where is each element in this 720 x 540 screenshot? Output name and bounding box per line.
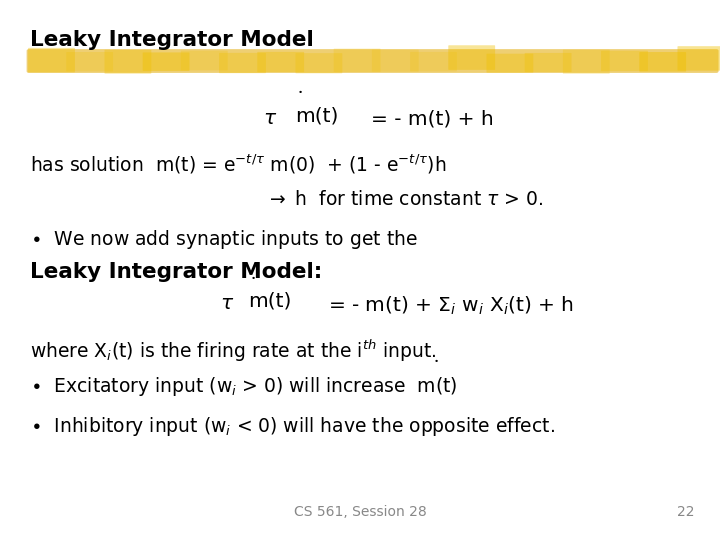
FancyBboxPatch shape [678,46,720,71]
Text: $\bullet$  Excitatory input (w$_i$ > 0) will increase  m(t): $\bullet$ Excitatory input (w$_i$ > 0) w… [30,375,458,399]
Text: m(t): m(t) [295,106,338,125]
Text: $\rightarrow$ h  for time constant $\tau$ > 0.: $\rightarrow$ h for time constant $\tau$… [266,190,544,209]
FancyBboxPatch shape [563,50,610,74]
FancyBboxPatch shape [372,50,419,72]
Text: $\bullet$: $\bullet$ [250,272,256,281]
FancyBboxPatch shape [181,51,228,70]
FancyBboxPatch shape [257,52,304,72]
Text: $\bullet$  We now add synaptic inputs to get the: $\bullet$ We now add synaptic inputs to … [30,228,418,251]
FancyBboxPatch shape [143,52,189,71]
Text: CS 561, Session 28: CS 561, Session 28 [294,505,426,519]
FancyBboxPatch shape [487,53,534,73]
FancyBboxPatch shape [66,52,113,71]
Text: Leaky Integrator Model:: Leaky Integrator Model: [30,262,323,282]
Text: 22: 22 [678,505,695,519]
FancyBboxPatch shape [410,52,457,71]
Text: $\tau$: $\tau$ [220,294,234,313]
FancyBboxPatch shape [525,53,572,72]
FancyBboxPatch shape [601,51,648,71]
FancyBboxPatch shape [449,45,495,70]
Text: $\bullet$: $\bullet$ [297,86,302,96]
FancyBboxPatch shape [27,49,719,73]
Text: $\bullet$: $\bullet$ [433,355,439,364]
FancyBboxPatch shape [104,50,151,74]
FancyBboxPatch shape [219,53,266,73]
FancyBboxPatch shape [28,48,75,72]
FancyBboxPatch shape [333,49,380,72]
Text: = - m(t) + $\Sigma_{i}$ w$_{i}$ X$_{i}$(t) + h: = - m(t) + $\Sigma_{i}$ w$_{i}$ X$_{i}$(… [328,294,573,316]
Text: $\tau$: $\tau$ [263,109,277,128]
Text: $\bullet$  Inhibitory input (w$_i$ < 0) will have the opposite effect.: $\bullet$ Inhibitory input (w$_i$ < 0) w… [30,415,555,438]
FancyBboxPatch shape [639,52,686,72]
Text: m(t): m(t) [248,292,292,310]
FancyBboxPatch shape [295,53,342,73]
Text: = - m(t) + h: = - m(t) + h [371,109,493,128]
Text: Leaky Integrator Model: Leaky Integrator Model [30,30,314,50]
Text: where X$_i$(t) is the firing rate at the i$^{th}$ input.: where X$_i$(t) is the firing rate at the… [30,338,436,364]
Text: has solution  m(t) = e$^{-t/\tau}$ m(0)  + (1 - e$^{-t/\tau}$)h: has solution m(t) = e$^{-t/\tau}$ m(0) +… [30,152,446,176]
